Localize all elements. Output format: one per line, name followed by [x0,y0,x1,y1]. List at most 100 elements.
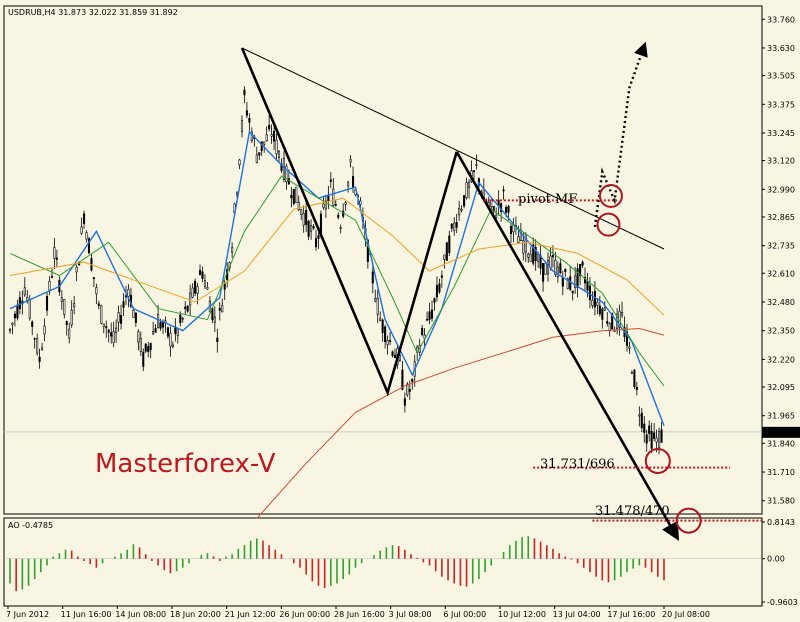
moving-average-line [9,130,665,426]
price-tick-label: 32.350 [767,327,795,336]
candle-body [28,299,31,319]
candle-body [450,223,453,229]
candle-body [268,124,271,130]
oscillator-panel [3,517,763,607]
moving-average-line [256,327,665,519]
candle-body [458,207,461,216]
oscillator-label: AO -0.4785 [8,521,53,530]
price-tick-label: 32.480 [767,298,795,307]
candle-body [440,275,443,278]
candle-body [472,170,476,172]
candle-body [529,253,532,262]
candle-body [391,351,394,356]
candle-body [184,306,187,310]
candle-body [467,181,471,188]
candle-body [411,379,414,382]
candle-body [581,261,584,266]
candle-body [593,291,596,308]
candle-body [43,325,46,335]
price-tick-label: 31.965 [767,412,795,421]
candle-body [406,383,409,396]
candle-body [428,311,431,320]
candle-body [349,159,352,163]
time-tick-label: 11 Jun 16:00 [61,610,112,619]
candle-body [453,222,456,231]
candle-body [191,287,194,298]
candle-body [374,298,377,302]
candle-body [314,238,318,248]
pivot-circle-upper [598,183,623,208]
price-tick-label: 33.760 [767,15,795,24]
candle-body [292,188,295,204]
candle-body [645,434,648,444]
candle-body [179,314,182,324]
last-price-tag [762,426,800,438]
candle-body [285,165,288,183]
symbol-header: USDRUB,H4 31.873 32.022 31.859 31.892 [8,8,178,17]
candle-body [23,287,26,296]
candle-body [310,225,313,232]
candle-body [564,268,567,272]
candle-body [606,321,609,324]
candle-body [203,280,207,287]
candle-body [147,346,150,352]
candle-body [443,254,446,260]
candle-body [300,209,303,215]
price-tick-label: 31.710 [767,468,795,477]
candle-body [653,432,656,439]
candle-body [408,389,411,392]
candle-body [635,387,638,390]
candle-body [176,328,179,336]
candle-body [277,150,281,158]
candle-body [566,278,569,289]
candle-body [142,351,145,367]
candle-body [532,244,535,264]
candle-body [379,318,382,321]
candle-body [463,195,466,207]
oscillator-bars [4,536,762,592]
time-tick-label: 21 Jun 12:00 [225,610,276,619]
candle-body [591,299,594,306]
candle-body [295,186,298,203]
candle-body [601,308,604,320]
candle-body [85,232,88,240]
osc-tick-label: -0.9603 [767,598,798,607]
candle-body [223,283,226,290]
candle-body [157,314,160,329]
wave-arrow [455,151,680,541]
candle-body [302,213,305,226]
price-tick-label: 32.610 [767,269,795,278]
candle-body [371,271,374,284]
target2-label: 31.478/470 [595,504,670,519]
candle-body [559,263,562,274]
candle-body [522,240,525,254]
candle-body [344,202,347,205]
candle-body [352,176,355,188]
candle-body [576,268,579,288]
moving-average-line [9,197,665,316]
candle-body [189,292,192,306]
candle-body [31,321,34,327]
price-tick-label: 32.095 [767,383,795,392]
candle-body [196,286,199,294]
candle-body [63,298,66,315]
candle-body [475,164,478,166]
candle-body [398,355,401,361]
candle-body [216,337,219,342]
candle-body [231,247,234,253]
candle-body [41,347,44,351]
pivot-label: pivot MF [518,192,577,207]
candle-body [324,200,327,210]
time-tick-label: 10 Jul 12:00 [498,610,546,619]
time-tick-label: 26 Jun 00:00 [279,610,330,619]
candle-body [198,270,202,276]
candle-body [73,303,76,307]
price-tick-label: 33.245 [767,129,795,138]
candle-body [201,271,204,279]
candle-body [36,338,39,354]
candle-body [100,305,103,324]
projected-path [593,41,648,228]
candle-body [544,262,547,275]
candle-body [611,313,614,330]
candle-body [490,199,493,207]
